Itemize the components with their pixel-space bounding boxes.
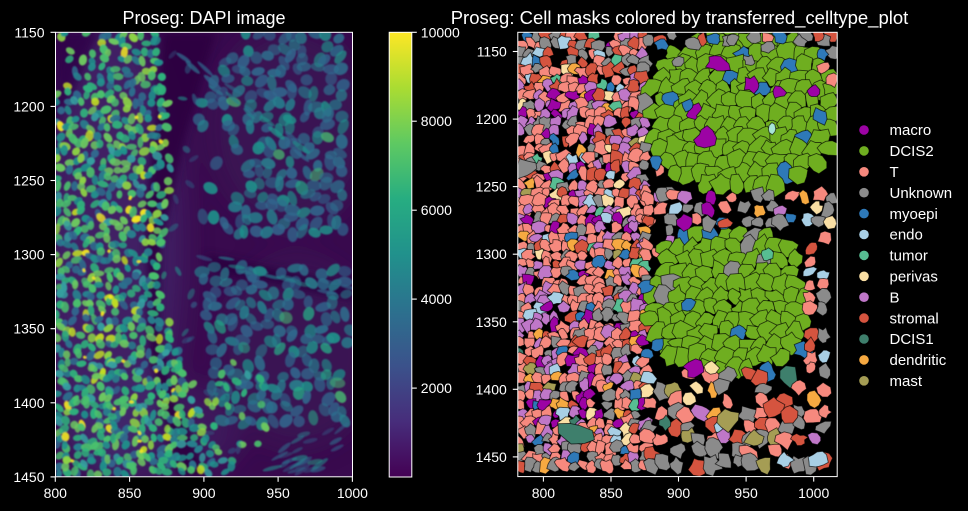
svg-text:mast: mast <box>890 373 923 390</box>
svg-text:2000: 2000 <box>421 380 452 396</box>
svg-text:DCIS1: DCIS1 <box>890 331 934 348</box>
svg-text:4000: 4000 <box>421 291 452 307</box>
svg-text:1150: 1150 <box>14 24 44 40</box>
svg-text:1350: 1350 <box>13 321 44 337</box>
svg-text:1300: 1300 <box>476 246 507 262</box>
svg-text:10000: 10000 <box>421 24 460 40</box>
svg-text:950: 950 <box>266 485 290 501</box>
svg-text:1450: 1450 <box>13 469 44 485</box>
svg-text:1400: 1400 <box>476 381 507 397</box>
svg-text:perivas: perivas <box>890 269 938 286</box>
svg-text:1000: 1000 <box>798 485 829 501</box>
svg-text:Unknown: Unknown <box>890 185 953 202</box>
svg-text:1150: 1150 <box>477 44 507 60</box>
svg-text:6000: 6000 <box>421 202 452 218</box>
svg-text:Proseg: Cell masks colored by: Proseg: Cell masks colored by transferre… <box>451 7 909 29</box>
svg-text:T: T <box>890 164 899 181</box>
svg-text:macro: macro <box>890 122 932 139</box>
svg-text:8000: 8000 <box>421 113 452 129</box>
svg-text:1200: 1200 <box>13 98 44 114</box>
svg-text:1250: 1250 <box>13 173 44 189</box>
svg-text:850: 850 <box>599 485 623 501</box>
svg-text:1250: 1250 <box>476 179 507 195</box>
svg-text:endo: endo <box>890 227 923 244</box>
svg-text:1200: 1200 <box>476 111 507 127</box>
svg-text:dendritic: dendritic <box>890 352 947 369</box>
svg-text:tumor: tumor <box>890 248 928 265</box>
svg-text:800: 800 <box>44 485 68 501</box>
svg-text:1300: 1300 <box>13 247 44 263</box>
svg-text:1400: 1400 <box>13 395 44 411</box>
svg-text:B: B <box>890 289 900 306</box>
svg-text:Proseg: DAPI image: Proseg: DAPI image <box>122 8 285 28</box>
svg-text:stromal: stromal <box>890 310 939 327</box>
svg-text:1000: 1000 <box>337 485 368 501</box>
svg-text:950: 950 <box>734 485 758 501</box>
svg-text:800: 800 <box>532 485 556 501</box>
svg-text:1350: 1350 <box>476 314 507 330</box>
svg-text:DCIS2: DCIS2 <box>890 143 934 160</box>
svg-text:850: 850 <box>118 485 142 501</box>
svg-text:900: 900 <box>192 485 216 501</box>
svg-text:900: 900 <box>667 485 691 501</box>
svg-text:1450: 1450 <box>476 449 507 465</box>
svg-text:myoepi: myoepi <box>890 206 938 223</box>
